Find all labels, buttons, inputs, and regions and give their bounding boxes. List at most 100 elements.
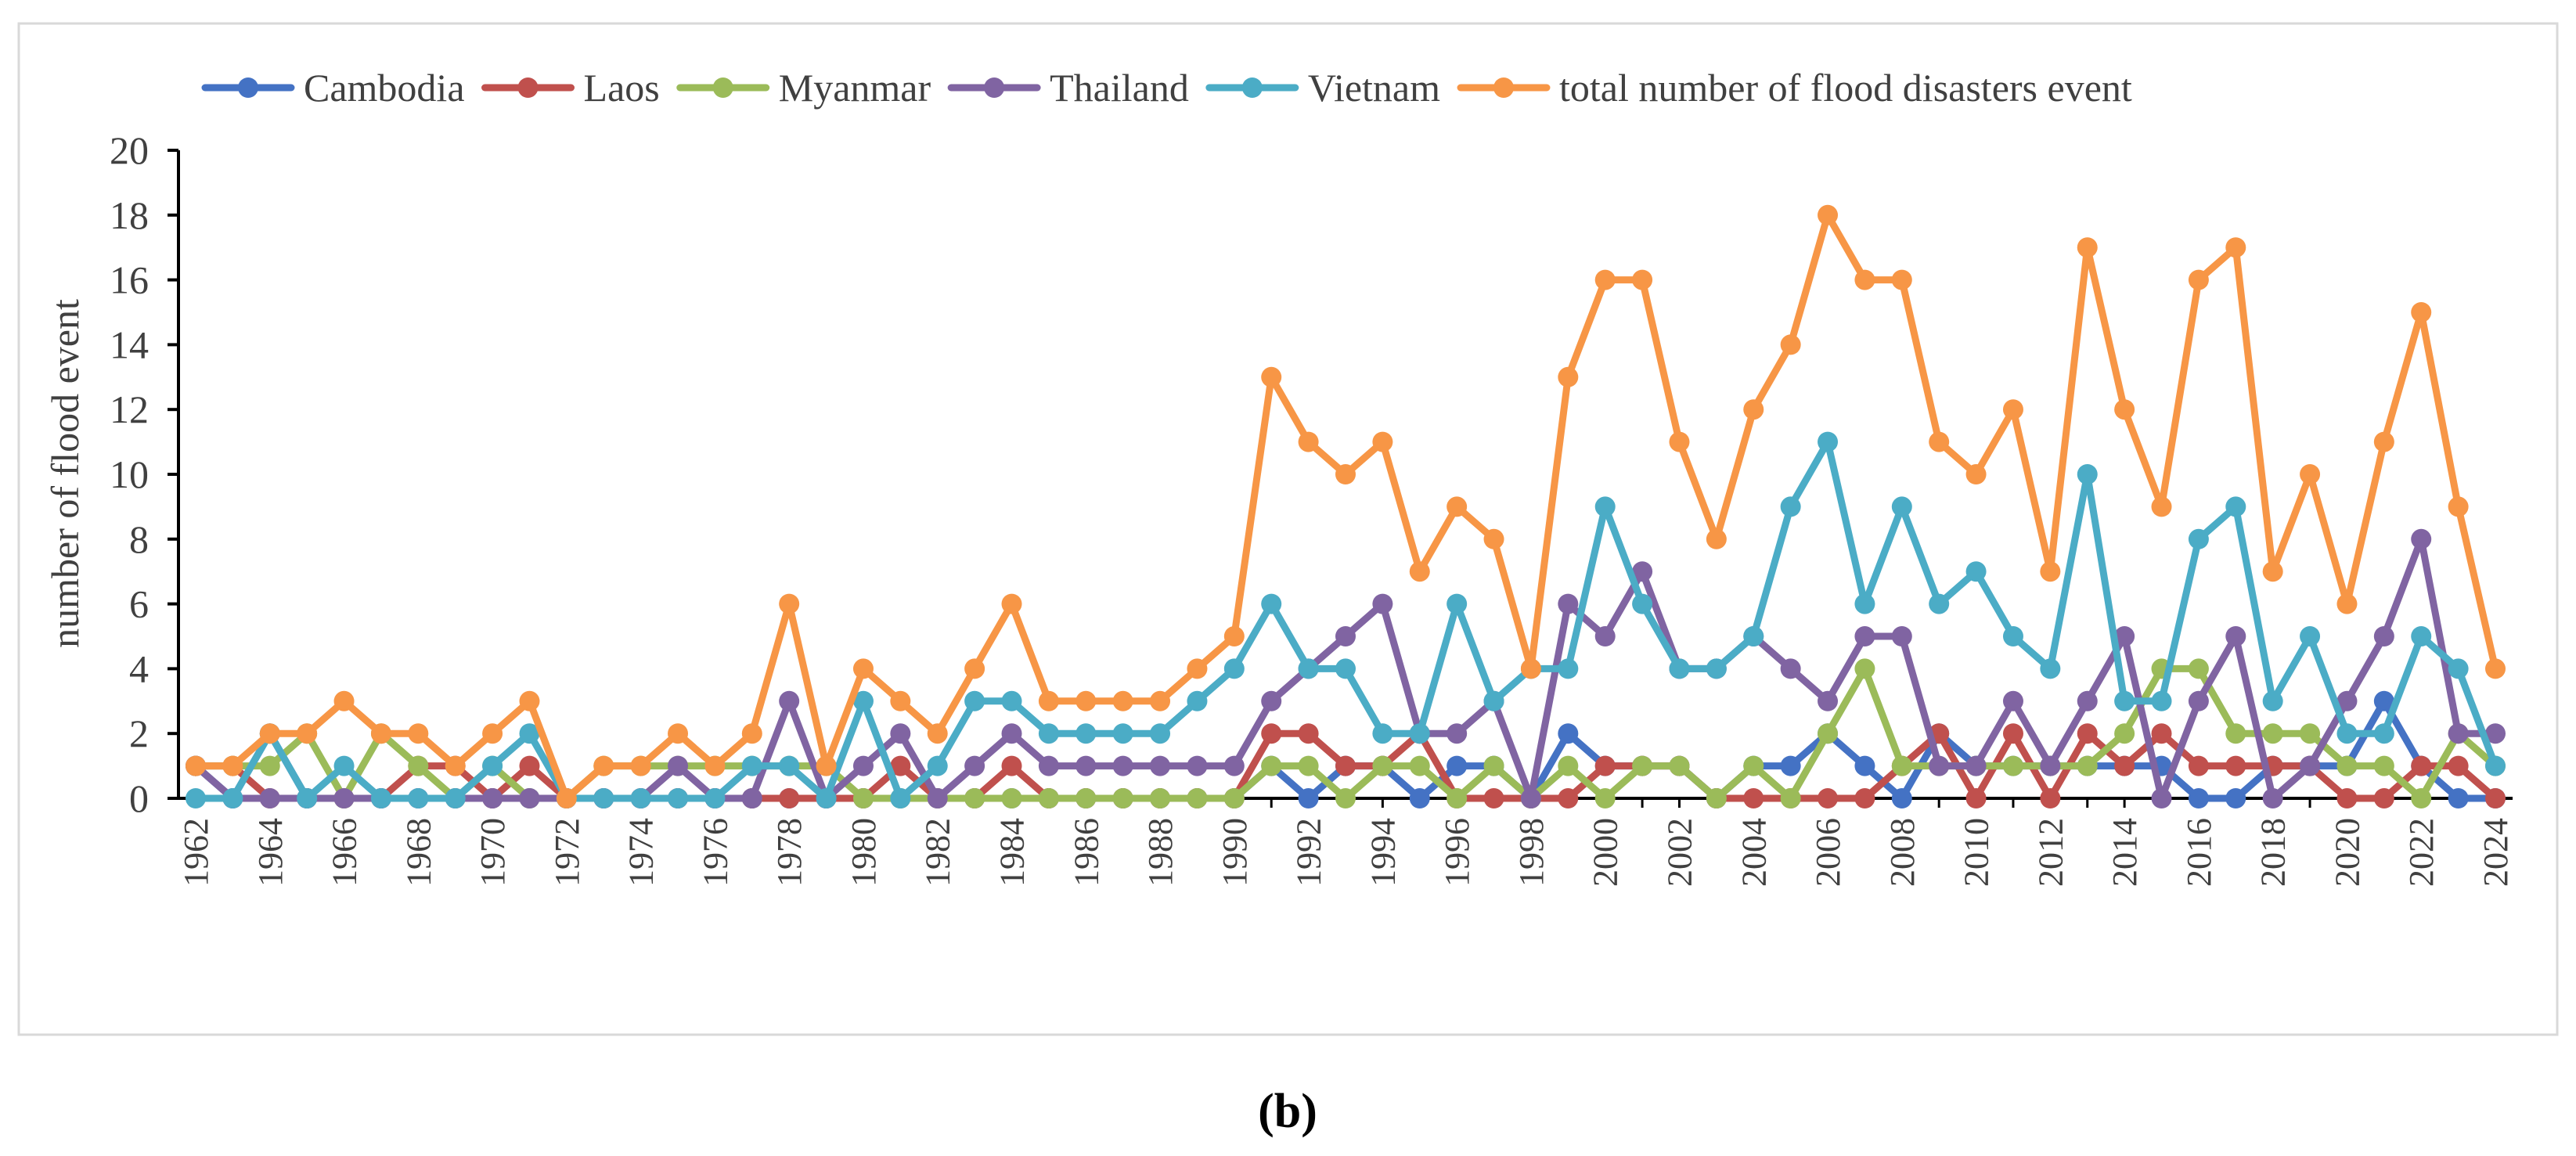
data-point-total-number-of-flood-disasters-event [1038,690,1059,711]
x-tick-label: 2022 [2402,818,2441,887]
data-point-thailand [1854,626,1875,646]
data-point-cambodia [1780,755,1801,776]
data-point-laos [890,755,911,776]
data-point-myanmar [1372,755,1393,776]
data-point-vietnam [1298,658,1319,679]
legend-swatch-marker [238,77,258,98]
data-point-thailand [1520,788,1541,808]
x-tick-label: 2010 [1958,818,1996,887]
data-point-myanmar [1632,755,1653,776]
data-point-vietnam [2373,723,2394,744]
data-point-thailand [2448,723,2469,744]
legend-swatch-marker [1241,77,1263,98]
data-point-vietnam [630,788,651,808]
data-point-vietnam [1409,723,1430,744]
data-point-vietnam [1223,658,1245,679]
data-point-total-number-of-flood-disasters-event [704,755,726,776]
data-point-thailand [1150,755,1171,776]
data-point-total-number-of-flood-disasters-event [1001,593,1022,614]
data-point-cambodia [1891,788,1912,808]
data-point-thailand [927,788,948,808]
data-point-thailand [2114,626,2135,646]
data-point-vietnam [2151,690,2172,711]
data-point-vietnam [2336,723,2358,744]
data-point-total-number-of-flood-disasters-event [1520,658,1541,679]
data-point-myanmar [964,788,985,808]
data-point-total-number-of-flood-disasters-event [890,690,911,711]
data-point-vietnam [1743,626,1764,646]
data-point-cambodia [1409,788,1430,808]
data-point-myanmar [2114,723,2135,744]
x-tick-label: 1996 [1438,818,1476,887]
data-point-total-number-of-flood-disasters-event [1780,334,1801,355]
data-point-laos [2485,788,2506,808]
data-point-total-number-of-flood-disasters-event [1854,269,1875,290]
data-point-myanmar [2002,755,2023,776]
x-tick-label: 2004 [1735,818,1773,887]
data-point-total-number-of-flood-disasters-event [1187,658,1208,679]
x-tick-label: 1968 [399,818,438,887]
data-point-total-number-of-flood-disasters-event [222,755,243,776]
data-point-thailand [1780,658,1801,679]
x-tick-label: 1970 [474,818,512,887]
data-point-laos [779,788,800,808]
data-point-myanmar [1891,755,1912,776]
data-point-vietnam [1483,690,1504,711]
data-point-total-number-of-flood-disasters-event [1743,399,1764,420]
data-point-total-number-of-flood-disasters-event [1112,690,1133,711]
data-point-vietnam [1447,593,1468,614]
legend-label: Vietnam [1308,66,1440,110]
data-point-vietnam [1669,658,1690,679]
data-point-myanmar [1261,755,1282,776]
data-point-myanmar [1187,788,1208,808]
legend-item-myanmar: Myanmar [676,66,931,110]
data-point-myanmar [1298,755,1319,776]
data-point-laos [1298,723,1319,744]
data-point-vietnam [297,788,318,808]
data-point-total-number-of-flood-disasters-event [1223,626,1245,646]
data-point-myanmar [1150,788,1171,808]
data-point-myanmar [1335,788,1356,808]
data-point-vietnam [927,755,948,776]
data-point-total-number-of-flood-disasters-event [1409,561,1430,582]
data-point-total-number-of-flood-disasters-event [408,723,429,744]
data-point-vietnam [2485,755,2506,776]
x-tick-label: 2018 [2254,818,2293,887]
data-point-vietnam [482,755,503,776]
data-point-total-number-of-flood-disasters-event [2411,302,2432,322]
data-point-thailand [890,723,911,744]
data-point-total-number-of-flood-disasters-event [370,723,391,744]
data-point-vietnam [1706,658,1727,679]
data-point-total-number-of-flood-disasters-event [630,755,651,776]
x-tick-label: 2002 [1660,818,1699,887]
x-tick-label: 1978 [770,818,809,887]
data-point-total-number-of-flood-disasters-event [2225,237,2246,258]
y-tick-label: 12 [110,387,149,431]
x-tick-label: 1988 [1141,818,1180,887]
data-point-total-number-of-flood-disasters-event [741,723,762,744]
data-point-thailand [2225,626,2246,646]
data-point-cambodia [1298,788,1319,808]
x-tick-label: 1994 [1364,818,1402,887]
data-point-vietnam [1780,496,1801,517]
legend-label: Myanmar [779,66,931,110]
data-point-total-number-of-flood-disasters-event [1891,269,1912,290]
data-point-total-number-of-flood-disasters-event [186,755,206,776]
data-point-thailand [2411,528,2432,549]
data-point-total-number-of-flood-disasters-event [1483,528,1504,549]
data-point-thailand [1075,755,1097,776]
data-point-total-number-of-flood-disasters-event [1075,690,1097,711]
data-point-total-number-of-flood-disasters-event [1298,431,1319,452]
data-point-total-number-of-flood-disasters-event [1372,431,1393,452]
data-point-vietnam [779,755,800,776]
data-point-thailand [1965,755,1987,776]
series-vietnam [186,431,2506,808]
data-point-total-number-of-flood-disasters-event [2373,431,2394,452]
data-point-total-number-of-flood-disasters-event [445,755,466,776]
data-point-thailand [1001,723,1022,744]
data-point-thailand [2040,755,2061,776]
data-point-total-number-of-flood-disasters-event [519,690,540,711]
y-tick-label: 20 [110,128,149,172]
data-point-laos [1483,788,1504,808]
y-tick-label: 2 [129,711,149,755]
